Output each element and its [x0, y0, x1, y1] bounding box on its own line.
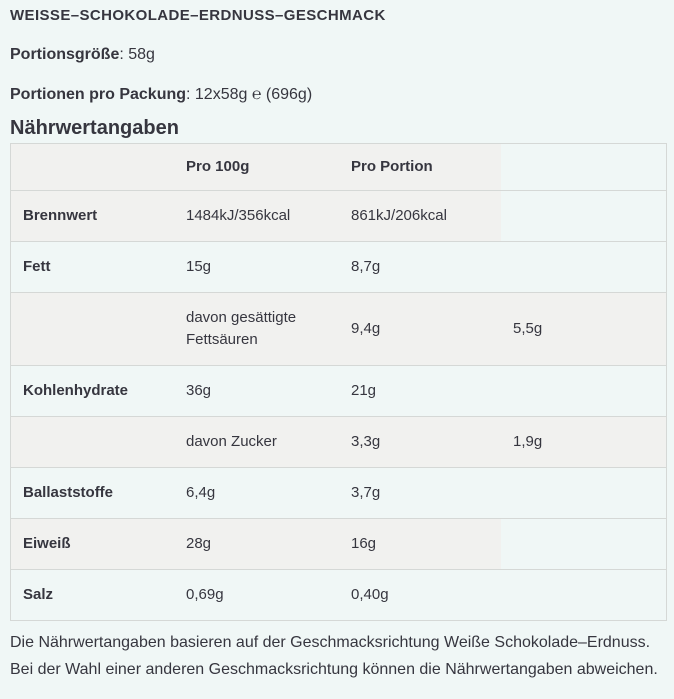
cell-extra: 5,5g: [501, 292, 667, 366]
row-ballaststoffe: Ballaststoffe 6,4g 3,7g: [10, 467, 667, 519]
nutrition-header-row: Pro 100g Pro Portion: [10, 143, 667, 191]
header-cell-empty-right: [501, 144, 667, 191]
cell-extra: [501, 241, 667, 293]
row-gesaettigte-fettsaeuren: davon gesättigte Fettsäuren 9,4g 5,5g: [10, 292, 667, 366]
cell-extra: [501, 190, 667, 242]
cell-per-portion: 9,4g: [339, 292, 501, 366]
header-cell-per-100g: Pro 100g: [174, 143, 339, 191]
cell-label: Eiweiß: [10, 518, 174, 570]
row-salz: Salz 0,69g 0,40g: [10, 569, 667, 621]
cell-per-portion: 3,3g: [339, 416, 501, 468]
serving-size-label: Portionsgröße: [10, 46, 120, 63]
header-cell-empty: [10, 143, 174, 191]
row-kohlenhydrate: Kohlenhydrate 36g 21g: [10, 365, 667, 417]
servings-per-pack-label: Portionen pro Packung: [10, 86, 187, 103]
cell-label: Kohlenhydrate: [10, 365, 174, 417]
cell-per-portion: 21g: [339, 365, 501, 417]
cell-per-portion: 0,40g: [339, 569, 501, 621]
cell-label: [10, 292, 174, 366]
cell-per-portion: 16g: [339, 518, 501, 570]
cell-label: Ballaststoffe: [10, 467, 174, 519]
cell-extra: [501, 467, 667, 519]
cell-per-100g: davon Zucker: [174, 416, 339, 468]
nutrition-heading: Nährwertangaben: [10, 117, 179, 139]
cell-per-100g: davon gesättigte Fettsäuren: [174, 292, 339, 366]
cell-extra: [501, 518, 667, 570]
cell-per-100g: 1484kJ/356kcal: [174, 190, 339, 242]
row-davon-zucker: davon Zucker 3,3g 1,9g: [10, 416, 667, 468]
cell-per-portion: 861kJ/206kcal: [339, 190, 501, 242]
nutrition-table: Pro 100g Pro Portion Brennwert 1484kJ/35…: [10, 143, 667, 621]
cell-per-portion: 8,7g: [339, 241, 501, 293]
cell-per-100g: 6,4g: [174, 467, 339, 519]
header-cell-per-portion: Pro Portion: [339, 143, 501, 191]
cell-per-portion: 3,7g: [339, 467, 501, 519]
cell-per-100g: 36g: [174, 365, 339, 417]
cell-per-100g: 0,69g: [174, 569, 339, 621]
cell-label: [10, 416, 174, 468]
serving-size-value: : 58g: [119, 46, 155, 63]
nutrition-footnote: Die Nährwertangaben basieren auf der Ges…: [10, 634, 658, 678]
servings-per-pack-line: Portionen pro Packung: 12x58g ℮ (696g): [10, 86, 667, 103]
cell-per-100g: 28g: [174, 518, 339, 570]
cell-label: Fett: [10, 241, 174, 293]
serving-size-line: Portionsgröße: 58g: [10, 46, 667, 63]
row-eiweiss: Eiweiß 28g 16g: [10, 518, 667, 570]
row-brennwert: Brennwert 1484kJ/356kcal 861kJ/206kcal: [10, 190, 667, 242]
flavour-title: WEISSE–SCHOKOLADE–ERDNUSS–GESCHMACK: [10, 7, 386, 24]
cell-label: Salz: [10, 569, 174, 621]
cell-extra: [501, 365, 667, 417]
cell-label: Brennwert: [10, 190, 174, 242]
row-fett: Fett 15g 8,7g: [10, 241, 667, 293]
cell-extra: [501, 569, 667, 621]
cell-extra: 1,9g: [501, 416, 667, 468]
cell-per-100g: 15g: [174, 241, 339, 293]
servings-per-pack-value: : 12x58g ℮ (696g): [186, 86, 313, 103]
